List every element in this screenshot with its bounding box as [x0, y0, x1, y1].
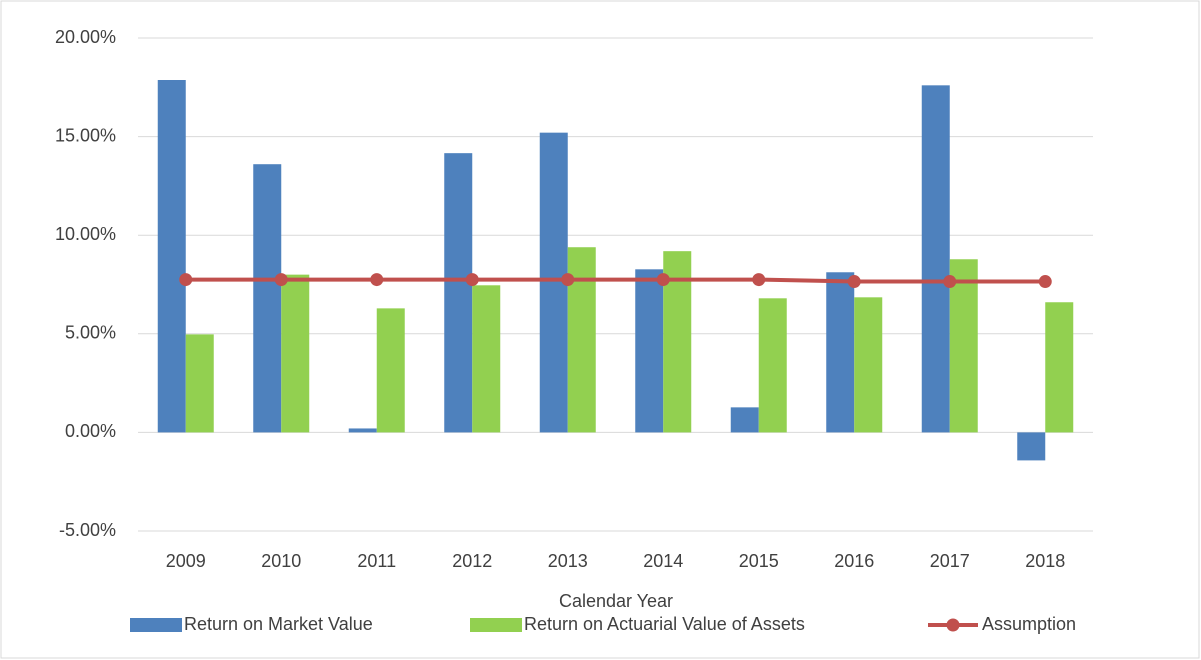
legend-swatch	[130, 618, 182, 632]
y-tick-label: 0.00%	[65, 421, 116, 441]
bar	[826, 272, 855, 433]
line-marker	[656, 273, 670, 287]
line-marker	[465, 273, 479, 287]
x-axis-title: Calendar Year	[559, 591, 673, 611]
bar	[921, 85, 950, 433]
legend-swatch	[470, 618, 522, 632]
x-tick-label: 2014	[643, 551, 683, 571]
y-tick-label: -5.00%	[59, 520, 116, 540]
y-tick-label: 15.00%	[55, 125, 116, 145]
bar	[253, 164, 282, 433]
x-tick-label: 2013	[548, 551, 588, 571]
line-series	[185, 277, 1046, 284]
bar	[730, 407, 759, 433]
legend-label: Return on Actuarial Value of Assets	[524, 614, 805, 634]
x-tick-label: 2018	[1025, 551, 1065, 571]
legend-label: Assumption	[982, 614, 1076, 634]
line-marker	[1038, 275, 1052, 289]
bar	[1045, 302, 1074, 433]
line-marker	[847, 275, 861, 289]
x-tick-label: 2016	[834, 551, 874, 571]
bar	[157, 80, 186, 433]
bar	[376, 308, 405, 433]
y-tick-label: 5.00%	[65, 323, 116, 343]
legend-label: Return on Market Value	[184, 614, 373, 634]
bar	[635, 269, 664, 433]
y-tick-label: 10.00%	[55, 224, 116, 244]
line-marker	[274, 273, 288, 287]
bar	[854, 297, 883, 433]
bar	[472, 285, 501, 433]
x-tick-label: 2012	[452, 551, 492, 571]
line-marker	[370, 273, 384, 287]
bar	[758, 298, 787, 433]
bar	[348, 428, 377, 433]
bar	[1017, 432, 1046, 461]
bar	[281, 274, 310, 433]
x-tick-label: 2017	[930, 551, 970, 571]
line-marker	[752, 273, 766, 287]
bar	[949, 259, 978, 433]
line-marker	[179, 273, 193, 287]
x-tick-label: 2010	[261, 551, 301, 571]
legend-swatch-marker	[946, 618, 960, 632]
x-tick-label: 2011	[357, 551, 396, 571]
line-marker	[561, 273, 575, 287]
bar	[185, 334, 214, 433]
bar	[444, 153, 473, 433]
x-tick-label: 2009	[166, 551, 206, 571]
line-marker	[943, 275, 957, 289]
y-tick-label: 20.00%	[55, 27, 116, 47]
x-tick-label: 2015	[739, 551, 779, 571]
